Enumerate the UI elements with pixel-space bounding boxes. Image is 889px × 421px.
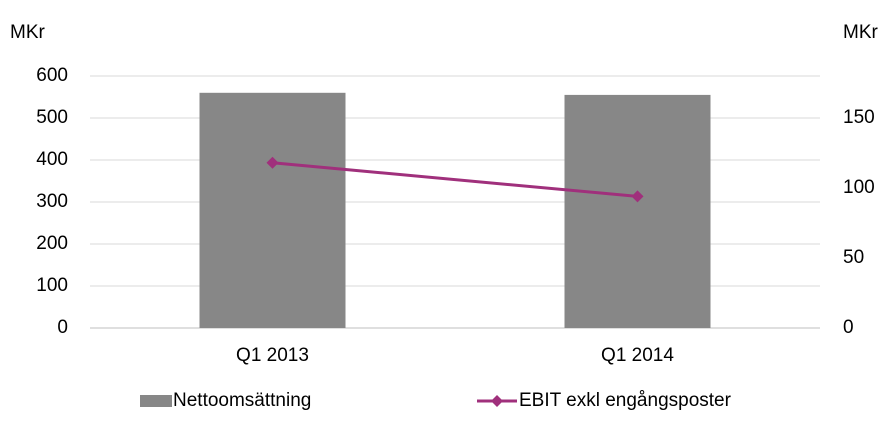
y2-tick-label: 50	[843, 247, 864, 268]
x-tick-label: Q1 2014	[601, 345, 674, 366]
legend-swatch	[140, 395, 172, 407]
y-tick-label: 100	[36, 275, 68, 296]
y2-axis-label: MKr	[843, 22, 879, 43]
y-axis-label: MKr	[10, 22, 46, 43]
line-marker	[631, 190, 644, 203]
legend-swatch-marker	[491, 395, 503, 407]
legend-label: EBIT exkl engångsposter	[519, 390, 732, 411]
line	[272, 161, 638, 198]
legend-label: Nettoomsättning	[173, 390, 311, 411]
y2-tick-label: 150	[843, 107, 875, 128]
y-tick-label: 500	[36, 107, 68, 128]
x-tick-label: Q1 2013	[236, 345, 309, 366]
line-marker	[266, 156, 279, 169]
y-tick-label: 200	[36, 233, 68, 254]
y-tick-label: 400	[36, 149, 68, 170]
y2-tick-label: 0	[843, 317, 854, 338]
bar	[199, 92, 346, 328]
y-tick-label: 0	[57, 317, 68, 338]
bar	[564, 94, 711, 329]
y-tick-label: 600	[36, 65, 68, 86]
y2-tick-label: 100	[843, 177, 875, 198]
y-tick-label: 300	[36, 191, 68, 212]
